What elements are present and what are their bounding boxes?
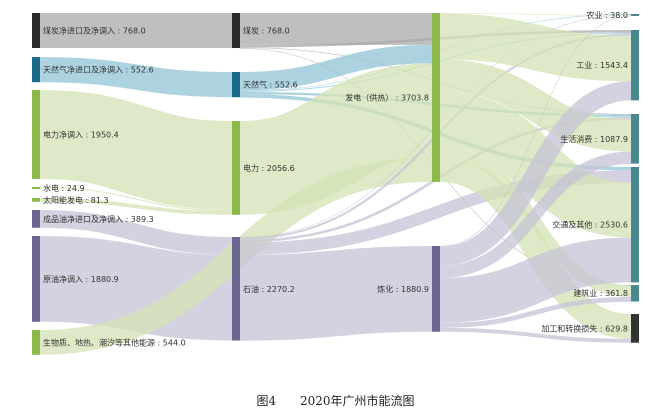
node-label: 原油净调入 : 1880.9 bbox=[43, 274, 119, 284]
sankey-diagram: 煤炭净进口及净调入 : 768.0 天然气净进口及净调入 : 552.6 电力净调入… bbox=[32, 10, 639, 355]
flow-node bbox=[32, 13, 40, 49]
node-label: 加工和转换损失 : 629.8 bbox=[541, 323, 628, 333]
flow-node bbox=[432, 246, 440, 332]
node-label: 水电 : 24.9 bbox=[43, 183, 85, 193]
flow-node bbox=[32, 236, 40, 322]
flow-link bbox=[439, 151, 632, 279]
flow-link bbox=[238, 63, 434, 215]
flow-link bbox=[439, 157, 632, 339]
flow-node bbox=[32, 57, 40, 83]
flow-link bbox=[39, 198, 233, 215]
flow-node bbox=[631, 114, 639, 164]
node-label: 炼化 : 1880.9 bbox=[377, 284, 429, 294]
flow-link bbox=[239, 246, 433, 341]
node-label: 煤炭净进口及净调入 : 768.0 bbox=[43, 26, 146, 36]
node-label: 生活消费 : 1087.9 bbox=[560, 134, 628, 144]
node-label: 农业 : 38.0 bbox=[586, 10, 628, 20]
node-label: 交通及其他 : 2530.6 bbox=[552, 220, 628, 230]
flow-link bbox=[39, 57, 233, 98]
flow-link bbox=[439, 81, 632, 266]
node-label: 电力 : 2056.6 bbox=[243, 163, 295, 173]
flow-node bbox=[32, 187, 40, 189]
flow-node bbox=[432, 13, 440, 182]
flow-node bbox=[32, 198, 40, 202]
flow-link bbox=[439, 327, 632, 343]
flow-node bbox=[232, 237, 240, 341]
node-label: 煤炭 : 768.0 bbox=[243, 26, 290, 36]
node-label: 建筑业 : 361.8 bbox=[573, 288, 628, 298]
flow-link bbox=[439, 237, 632, 323]
flow-link bbox=[39, 187, 233, 212]
node-label: 天然气净进口及净调入 : 552.6 bbox=[43, 65, 154, 75]
flow-link bbox=[439, 297, 632, 328]
flow-link bbox=[39, 89, 233, 210]
flow-link bbox=[439, 13, 632, 82]
flow-node bbox=[32, 90, 40, 179]
flow-node bbox=[631, 285, 639, 302]
node-label: 工业 : 1543.4 bbox=[576, 60, 628, 70]
flow-node bbox=[232, 121, 240, 215]
flow-link bbox=[39, 209, 233, 255]
node-label: 天然气 : 552.6 bbox=[243, 80, 298, 90]
node-label: 石油 : 2270.2 bbox=[243, 284, 295, 294]
flow-node bbox=[631, 30, 639, 101]
flow-link bbox=[439, 59, 632, 152]
flow-node bbox=[631, 314, 639, 343]
node-label: 电力净调入 : 1950.4 bbox=[43, 129, 119, 139]
flow-node bbox=[32, 330, 40, 355]
node-label: 发电（供热） : 3703.8 bbox=[345, 92, 429, 102]
flow-link bbox=[439, 15, 632, 247]
node-label: 太阳能发电 : 81.3 bbox=[43, 195, 109, 205]
flow-node bbox=[631, 167, 639, 283]
flow-node bbox=[232, 13, 240, 49]
flow-node bbox=[32, 210, 40, 228]
flow-node bbox=[232, 72, 240, 98]
figure-number: 图4 bbox=[256, 394, 277, 408]
figure-caption: 图4 2020年广州市能流图 bbox=[0, 392, 671, 409]
flow-link bbox=[439, 13, 632, 16]
flow-node bbox=[631, 14, 639, 16]
node-label: 成品油净进口及净调入 : 389.3 bbox=[43, 214, 154, 224]
flow-link bbox=[239, 44, 433, 91]
node-label: 生物质、地热、潮汐等其他能源 : 544.0 bbox=[43, 337, 186, 347]
figure-title: 2020年广州市能流图 bbox=[299, 394, 415, 408]
